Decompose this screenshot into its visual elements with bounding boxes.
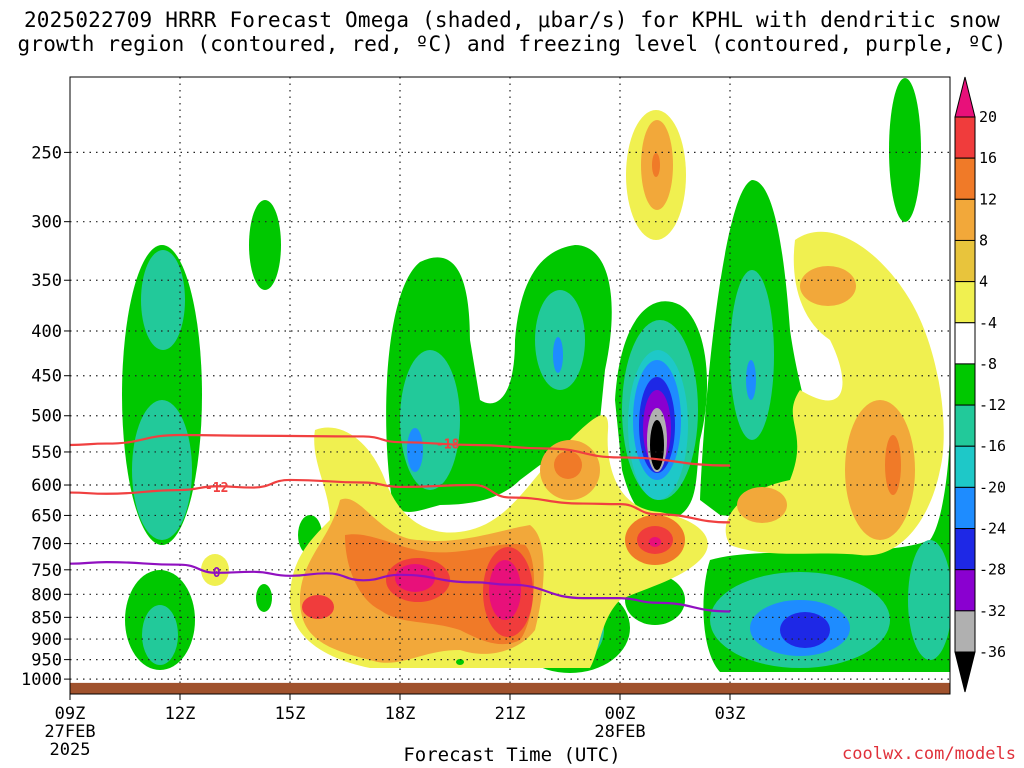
colorbar-label-1: 16: [979, 149, 997, 167]
x-tick-year-09Z: 2025: [50, 740, 91, 760]
y-tick-label-450: 450: [31, 367, 62, 387]
colorbar-label-12: -32: [979, 602, 1006, 620]
credit-link[interactable]: coolwx.com/models: [842, 744, 1016, 764]
colorbar-swatch-7: [954, 363, 976, 406]
y-tick-label-350: 350: [31, 271, 62, 291]
y-tick-label-1000: 1000: [21, 670, 62, 690]
contour-lines: -18 -12 0: [70, 433, 731, 613]
colorbar-swatch-2: [954, 157, 976, 200]
omega-cell-midlevel-descent: [290, 415, 708, 668]
omega-cell-upper-right: [889, 78, 921, 222]
y-tick-label-600: 600: [31, 476, 62, 496]
omega-cell-21z-upper-descent: [626, 110, 686, 240]
x-axis-title: Forecast Time (UTC): [403, 744, 621, 766]
y-tick-label-300: 300: [31, 213, 62, 233]
x-tick-label-21Z: 21Z: [495, 704, 526, 724]
colorbar-label-0: 20: [979, 108, 997, 126]
y-tick-label-700: 700: [31, 535, 62, 555]
colorbar-label-7: -12: [979, 396, 1006, 414]
y-tick-label-250: 250: [31, 143, 62, 163]
x-tick-label-03Z: 03Z: [715, 704, 746, 724]
omega-cell-21z-column: [615, 301, 708, 521]
y-tick-label-900: 900: [31, 630, 62, 650]
y-tick-label-550: 550: [31, 443, 62, 463]
colorbar-swatch-13: [954, 610, 976, 653]
y-tick-label-500: 500: [31, 407, 62, 427]
contour-line-1-0: [70, 561, 731, 613]
omega-shading: [122, 78, 950, 673]
colorbar-label-2: 12: [979, 190, 997, 208]
colorbar-swatch-1: [954, 116, 976, 159]
x-tick-label-12Z: 12Z: [165, 704, 196, 724]
x-tick-label-00Z: 00Z: [605, 704, 636, 724]
contour-line-0-1: [70, 478, 731, 524]
colorbar-swatch-11: [954, 528, 976, 571]
colorbar-label-8: -16: [979, 437, 1006, 455]
colorbar-label-4: 4: [979, 273, 988, 291]
contour-line-0-0: [70, 433, 731, 467]
x-tick-date-00Z: 28FEB: [594, 722, 645, 742]
contour-label-0-0: -18: [436, 438, 460, 453]
colorbar-label-9: -20: [979, 478, 1006, 496]
colorbar-label-11: -28: [979, 561, 1006, 579]
x-tick-date-09Z: 27FEB: [44, 722, 95, 742]
colorbar-label-13: -36: [979, 643, 1006, 661]
omega-cell-13z-small: [256, 584, 272, 612]
y-tick-label-800: 800: [31, 585, 62, 605]
chart-title: 2025022709 HRRR Forecast Omega (shaded, …: [17, 8, 1007, 56]
omega-cell-east-descent: [725, 231, 944, 556]
y-tick-label-650: 650: [31, 506, 62, 526]
colorbar-swatch-12: [954, 569, 976, 612]
colorbar-bottom-triangle: [954, 651, 976, 693]
contour-label-1-0: 0: [213, 566, 221, 581]
colorbar-swatch-9: [954, 445, 976, 488]
colorbar-label-3: 8: [979, 231, 988, 249]
x-tick-label-09Z: 09Z: [55, 704, 86, 724]
omega-cell-2230z-column: [700, 180, 811, 517]
omega-cell-12z-small-descent: [201, 554, 229, 586]
y-tick-label-950: 950: [31, 651, 62, 671]
colorbar-swatch-8: [954, 404, 976, 447]
omega-cell-lower-right: [625, 430, 950, 672]
y-tick-label-400: 400: [31, 322, 62, 342]
colorbar-swatch-6: [954, 322, 976, 365]
colorbar: 20 16 12 8 4 -4 -8 -12 -16 -20 -24 -28 -32 -36: [954, 76, 1006, 693]
colorbar-label-10: -24: [979, 520, 1006, 538]
x-tick-label-15Z: 15Z: [275, 704, 306, 724]
chart-grid: [70, 77, 950, 694]
omega-cell-west-column: [122, 245, 202, 670]
omega-cell-17z-speck: [456, 659, 464, 665]
omega-cell-12z-upper: [249, 200, 281, 290]
colorbar-swatch-4: [954, 239, 976, 283]
y-axis: 2503003504004505005506006507007508008509…: [21, 143, 70, 690]
y-tick-label-750: 750: [31, 561, 62, 581]
colorbar-swatch-5: [954, 281, 976, 324]
y-tick-label-850: 850: [31, 608, 62, 628]
contour-label-0-1: -12: [205, 481, 228, 496]
colorbar-swatch-3: [954, 198, 976, 241]
x-tick-label-18Z: 18Z: [385, 704, 416, 724]
ground-surface: [70, 682, 950, 694]
colorbar-top-triangle: [954, 76, 976, 118]
colorbar-label-5: -4: [979, 314, 997, 332]
colorbar-label-6: -8: [979, 355, 997, 373]
colorbar-swatch-10: [954, 486, 976, 530]
